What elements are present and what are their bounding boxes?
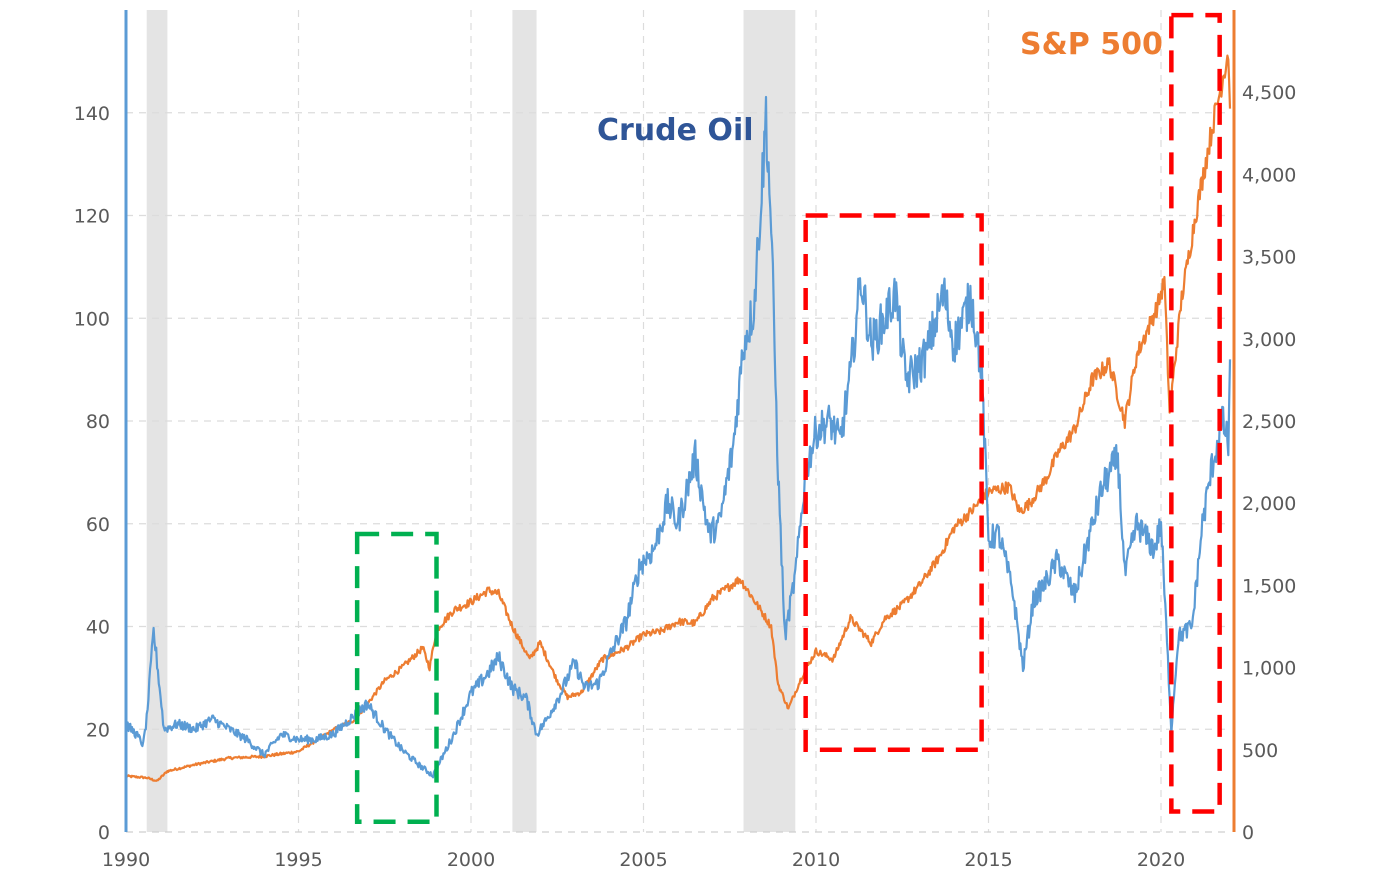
y-left-tick-label-6: 120: [74, 206, 110, 228]
annotation-box-1: [803, 213, 984, 753]
y-right-tick-label-9: 4,500: [1242, 82, 1296, 104]
x-tick-label-5: 2015: [964, 849, 1012, 871]
y-left-tick-label-5: 100: [74, 308, 110, 330]
y-right-tick-label-6: 3,000: [1242, 329, 1296, 351]
y-right-tick-label-4: 2,000: [1242, 493, 1296, 515]
y-left-tick-label-7: 140: [74, 103, 110, 125]
y-right-tick-label-8: 4,000: [1242, 164, 1296, 186]
x-tick-label-2: 2000: [447, 849, 495, 871]
y-left-tick-label-3: 60: [86, 514, 110, 536]
series-layer: [124, 54, 1232, 782]
y-left-tick-label-2: 40: [86, 617, 110, 639]
annotation-layer: [354, 12, 1222, 824]
y-right-tick-label-2: 1,000: [1242, 658, 1296, 680]
x-tick-label-0: 1990: [102, 849, 150, 871]
x-tick-label-6: 2020: [1137, 849, 1185, 871]
labels-layer: Crude Oil S&P 500: [597, 27, 1163, 148]
crude-oil-line: [124, 95, 1232, 779]
y-left-tick-label-1: 20: [86, 719, 110, 741]
y-right-tick-label-5: 2,500: [1242, 411, 1296, 433]
y-right-tick-label-1: 500: [1242, 740, 1278, 762]
y-right-tick-label-0: 0: [1242, 822, 1254, 844]
y-left-tick-label-4: 80: [86, 411, 110, 433]
y-right-tick-label-7: 3,500: [1242, 247, 1296, 269]
y-left-tick-label-0: 0: [98, 822, 110, 844]
y-right-tick-label-3: 1,500: [1242, 575, 1296, 597]
sp500-line: [125, 54, 1232, 782]
x-tick-label-1: 1995: [274, 849, 322, 871]
grid-layer: [126, 10, 1230, 833]
sp500-series-label: S&P 500: [1020, 27, 1163, 62]
axes-layer: 0 20 40 60 80 100 120 140 0 500 1,000 1,500 2,000 2,5…: [74, 10, 1296, 871]
x-tick-label-3: 2005: [619, 849, 667, 871]
annotation-box-0: [354, 531, 439, 824]
x-tick-label-4: 2010: [792, 849, 840, 871]
annotation-box-2: [1169, 12, 1222, 814]
crude-oil-series-label: Crude Oil: [597, 113, 754, 148]
